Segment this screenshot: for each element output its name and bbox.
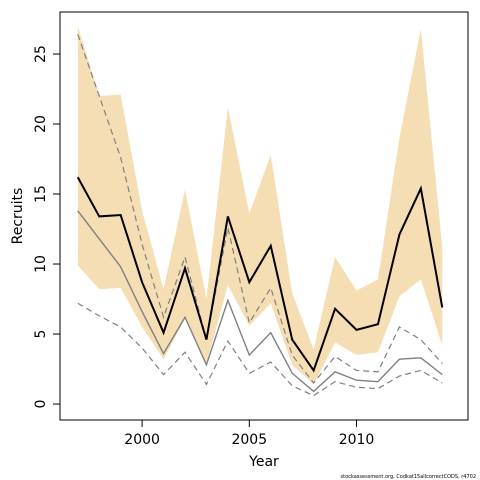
y-tick-label: 15: [33, 185, 49, 203]
series-line: [77, 210, 443, 393]
x-tick-label: 2000: [124, 432, 160, 448]
y-tick-label: 0: [33, 400, 49, 409]
x-tick-label: 2005: [231, 432, 267, 448]
y-tick-label: 25: [33, 45, 49, 63]
series-line: [77, 302, 443, 397]
x-tick-label: 2010: [339, 432, 375, 448]
y-axis-label: Recruits: [10, 188, 26, 245]
footnote: stockassessment.org, Codkat15allcorrectC…: [341, 474, 476, 480]
y-tick-label: 20: [33, 115, 49, 133]
series-line: [77, 34, 443, 385]
x-axis-label: Year: [248, 454, 279, 470]
confidence-band: [77, 26, 443, 385]
plot-frame: [59, 11, 469, 421]
series-line: [76, 176, 444, 373]
y-tick-label: 5: [33, 330, 49, 339]
y-tick-label: 10: [33, 255, 49, 273]
